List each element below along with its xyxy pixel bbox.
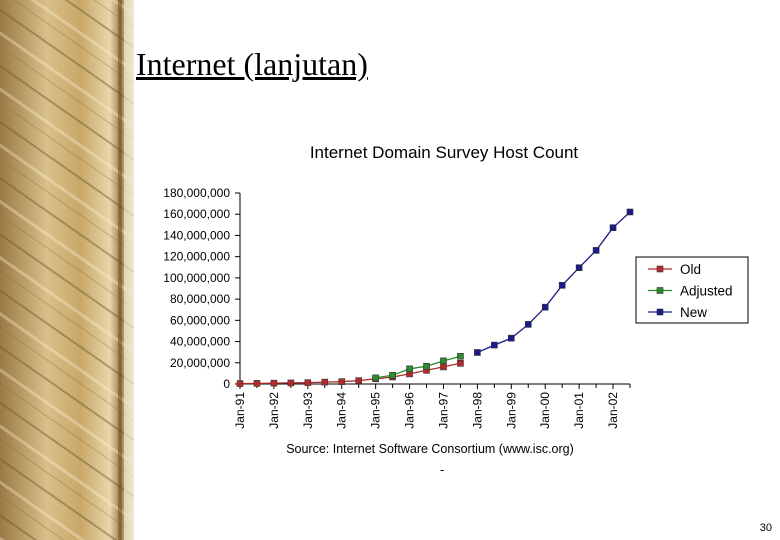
x-tick-label: Jan-99 — [504, 392, 518, 429]
plot-area: 180,000,000 160,000,000 140,000,000 120,000… — [163, 186, 749, 429]
data-point-new — [592, 247, 600, 254]
x-tick-label: Jan-94 — [335, 392, 349, 429]
data-point-adjusted — [406, 365, 413, 373]
legend-label: Adjusted — [680, 284, 733, 299]
stray-dash: - — [440, 462, 445, 477]
x-tick-label: Jan-01 — [572, 392, 586, 429]
decorative-marble-column — [0, 0, 134, 540]
y-tick-label: 0 — [223, 377, 230, 391]
series-line-new — [477, 211, 631, 354]
data-point-adjusted — [389, 371, 396, 379]
data-point-old — [253, 380, 261, 387]
data-point-old — [338, 378, 346, 385]
y-tick-label: 160,000,000 — [163, 207, 230, 221]
x-tick-label: Jan-93 — [301, 392, 315, 429]
data-point-adjusted — [423, 362, 430, 370]
data-point-old — [287, 379, 295, 387]
y-tick-label: 40,000,000 — [170, 335, 230, 349]
y-tick-label: 140,000,000 — [163, 228, 230, 242]
x-tick-label: Jan-92 — [267, 392, 281, 429]
data-point-new — [541, 303, 549, 311]
data-point-new — [626, 208, 634, 216]
data-point-new — [609, 224, 617, 231]
data-point-new — [558, 282, 566, 289]
data-point-old — [304, 379, 312, 386]
x-tick-label: Jan-02 — [606, 392, 620, 429]
legend-swatch-marker — [656, 308, 664, 316]
data-point-old — [440, 363, 447, 371]
y-tick-label: 120,000,000 — [163, 250, 230, 264]
legend-label: New — [680, 305, 707, 320]
data-point-adjusted — [372, 374, 379, 382]
x-tick-label: Jan-97 — [436, 392, 450, 429]
data-point-new — [524, 321, 532, 328]
y-tick-label: 80,000,000 — [170, 292, 230, 306]
data-point-adjusted — [440, 357, 447, 365]
legend-label: Old — [680, 262, 701, 277]
y-tick-label: 60,000,000 — [170, 313, 230, 327]
data-point-old — [321, 378, 329, 386]
data-point-new — [508, 334, 515, 342]
data-point-new — [575, 264, 583, 272]
x-tick-label: Jan-91 — [233, 392, 247, 429]
chart-source-note: Source: Internet Software Consortium (ww… — [286, 442, 574, 456]
chart-title: Internet Domain Survey Host Count — [310, 143, 579, 162]
legend-swatch-marker — [656, 265, 664, 273]
x-tick-label: Jan-95 — [369, 392, 383, 429]
x-tick-label: Jan-96 — [403, 392, 417, 429]
x-tick-label: Jan-98 — [470, 392, 484, 429]
y-tick-label: 100,000,000 — [163, 271, 230, 285]
data-point-old — [355, 377, 362, 384]
series-line-adjusted — [375, 355, 461, 379]
host-count-line-chart: Internet Domain Survey Host Count 180,00… — [163, 143, 749, 456]
x-tick-label: Jan-00 — [538, 392, 552, 429]
y-tick-label: 180,000,000 — [163, 186, 230, 200]
data-point-old — [270, 379, 278, 387]
page-number: 30 — [759, 522, 772, 534]
data-point-adjusted — [457, 353, 464, 360]
legend-swatch-marker — [656, 287, 664, 294]
data-point-new — [474, 349, 481, 356]
slide-title: Internet (lanjutan) — [136, 46, 368, 82]
data-point-new — [491, 341, 498, 349]
data-point-old — [236, 380, 244, 387]
data-point-old — [457, 360, 464, 367]
y-tick-label: 20,000,000 — [170, 356, 230, 370]
